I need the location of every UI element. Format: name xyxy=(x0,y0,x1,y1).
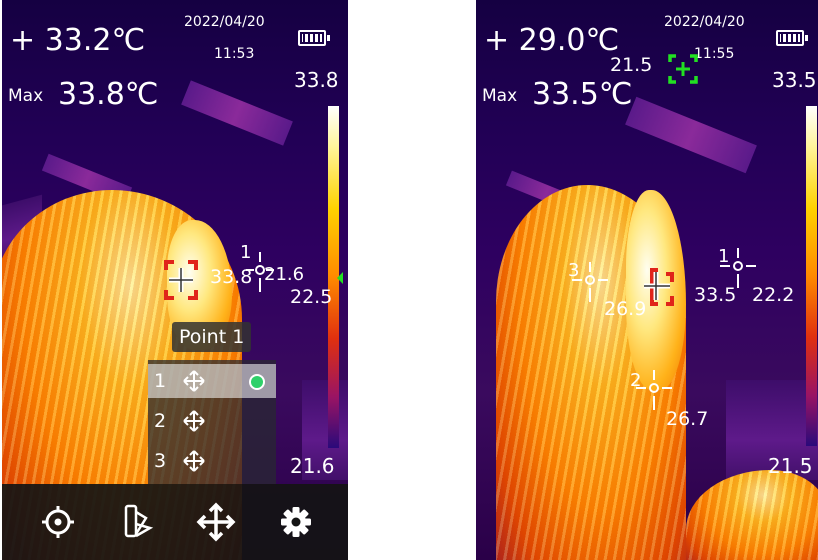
menu-item-number: 1 xyxy=(154,370,167,392)
thermal-screen-right: + 29.0℃ 2022/04/20 11:55 Max 33.5℃ 33.5 … xyxy=(476,0,818,560)
time-label: 11:55 xyxy=(694,46,735,62)
center-temperature: + 33.2℃ xyxy=(10,23,146,58)
max-temperature: 33.8℃ xyxy=(58,77,159,112)
point-2-number: 2 xyxy=(630,370,642,391)
scale-min-label: 21.5 xyxy=(768,454,813,478)
spot-center-value: 33.8 xyxy=(210,266,253,288)
scale-marker-value: 22.5 xyxy=(290,286,333,308)
point-1-number: 1 xyxy=(718,246,730,267)
menu-item-point-1[interactable]: 1 xyxy=(148,364,276,398)
color-scale-bar xyxy=(806,106,817,446)
date-label: 2022/04/20 xyxy=(184,14,265,30)
wall-shape xyxy=(726,380,818,480)
target-button[interactable] xyxy=(30,494,86,550)
move-icon xyxy=(183,410,205,432)
hot-spot-marker-icon xyxy=(164,260,198,300)
gear-icon xyxy=(281,507,311,537)
battery-icon xyxy=(298,30,330,46)
point-1-value: 21.6 xyxy=(264,264,305,285)
ceiling-lamp xyxy=(181,80,293,146)
point-tooltip: Point 1 xyxy=(172,322,252,352)
menu-item-number: 2 xyxy=(154,410,167,432)
point-1-crosshair-icon xyxy=(246,252,274,292)
palette-icon xyxy=(124,504,154,538)
settings-button[interactable] xyxy=(268,494,324,550)
hot-spot-marker-icon xyxy=(644,268,674,306)
move-icon xyxy=(196,502,236,542)
point-1-number: 1 xyxy=(240,242,252,263)
move-icon xyxy=(183,450,205,472)
point-2-crosshair-icon xyxy=(636,370,672,410)
scale-max-label: 33.8 xyxy=(294,68,339,92)
wall-shape xyxy=(302,380,348,480)
scale-min-label: 21.6 xyxy=(290,454,335,478)
max-temperature: 33.5℃ xyxy=(532,77,633,112)
max-label: Max xyxy=(482,86,518,106)
thermal-hand-region xyxy=(686,470,818,560)
center-spot-value: 26.9 xyxy=(604,298,647,320)
scale-pointer-icon xyxy=(337,272,343,284)
cold-spot-marker-icon xyxy=(668,54,698,84)
target-icon xyxy=(42,506,74,538)
ceiling-lamp xyxy=(625,96,757,174)
bottom-toolbar xyxy=(2,484,348,560)
menu-item-number: 3 xyxy=(154,450,167,472)
point-select-menu: 1 2 3 xyxy=(148,360,276,484)
move-icon xyxy=(183,370,205,392)
palette-button[interactable] xyxy=(110,494,166,550)
min-spot-value: 21.5 xyxy=(610,54,653,76)
move-button[interactable] xyxy=(188,494,244,550)
selected-radio-icon xyxy=(249,374,265,390)
max-label: Max xyxy=(8,86,44,106)
point-3-number: 3 xyxy=(568,260,580,281)
point-1-crosshair-icon xyxy=(720,248,756,288)
thermal-screen-left: + 33.2℃ 2022/04/20 11:53 Max 33.8℃ 33.8 … xyxy=(2,0,348,560)
hot-spot-value: 33.5 xyxy=(694,284,737,306)
center-temperature: + 29.0℃ xyxy=(484,23,620,58)
point-3-crosshair-icon xyxy=(572,262,608,302)
time-label: 11:53 xyxy=(214,46,255,62)
battery-icon xyxy=(776,30,808,46)
scale-max-label: 33.5 xyxy=(772,68,817,92)
menu-item-point-2[interactable]: 2 xyxy=(148,404,276,438)
point-2-value: 26.7 xyxy=(666,408,709,430)
point-1-value: 22.2 xyxy=(752,284,795,306)
menu-item-point-3[interactable]: 3 xyxy=(148,444,276,478)
date-label: 2022/04/20 xyxy=(664,14,745,30)
color-scale-bar xyxy=(328,106,339,448)
